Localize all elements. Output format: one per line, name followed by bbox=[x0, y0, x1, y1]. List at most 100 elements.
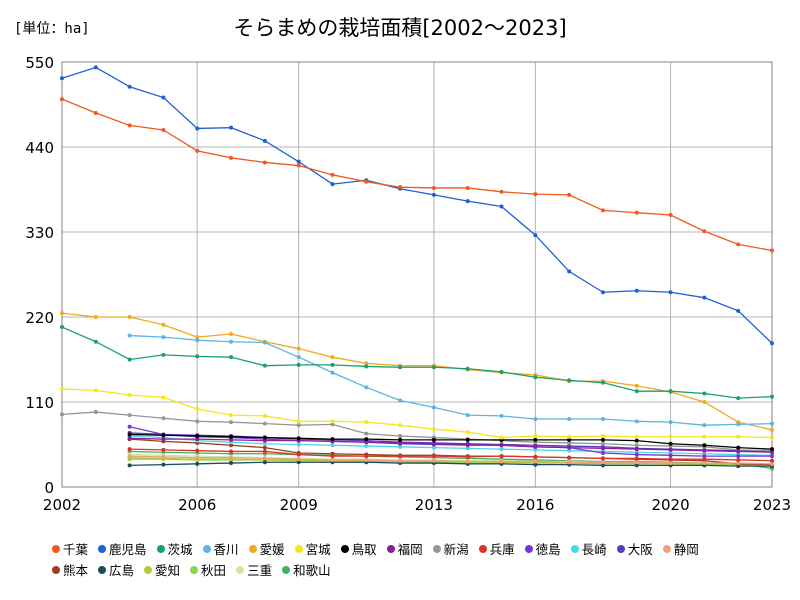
data-point-新潟 bbox=[398, 434, 403, 438]
data-point-愛媛 bbox=[161, 322, 166, 327]
data-point-兵庫 bbox=[262, 449, 267, 454]
series-line-静岡 bbox=[129, 455, 773, 465]
data-point-香川 bbox=[229, 339, 234, 344]
data-point-茨城 bbox=[161, 352, 166, 357]
data-point-鹿児島 bbox=[736, 308, 741, 313]
legend-label: 愛知 bbox=[155, 563, 181, 578]
data-point-香川 bbox=[398, 398, 403, 403]
data-point-愛媛 bbox=[296, 346, 301, 351]
series-line-鹿児島 bbox=[61, 66, 773, 344]
data-point-鳥取 bbox=[161, 433, 166, 438]
data-point-愛媛 bbox=[60, 311, 64, 316]
legend-marker-icon bbox=[340, 544, 349, 553]
data-point-広島 bbox=[127, 463, 132, 468]
series-line-広島 bbox=[129, 461, 772, 467]
data-point-千葉 bbox=[296, 163, 301, 168]
data-point-宮城 bbox=[398, 423, 403, 428]
legend-item: 愛知 bbox=[144, 559, 180, 580]
data-point-千葉 bbox=[567, 192, 572, 197]
data-point-静岡 bbox=[398, 458, 403, 463]
data-point-茨城 bbox=[431, 365, 436, 370]
data-point-新潟 bbox=[634, 443, 639, 448]
data-point-長崎 bbox=[533, 447, 538, 452]
data-point-静岡 bbox=[330, 457, 335, 462]
legend-item: 鳥取 bbox=[340, 538, 377, 559]
legend-marker-icon bbox=[524, 544, 533, 553]
data-point-宮城 bbox=[195, 406, 200, 411]
legend-marker-icon bbox=[248, 544, 257, 553]
data-point-宮城 bbox=[127, 393, 132, 398]
data-point-千葉 bbox=[668, 213, 673, 217]
data-point-新潟 bbox=[296, 423, 301, 428]
data-point-千葉 bbox=[364, 179, 369, 184]
data-point-愛媛 bbox=[229, 332, 234, 336]
data-point-広島 bbox=[533, 462, 538, 467]
data-point-兵庫 bbox=[364, 454, 369, 459]
data-point-鳥取 bbox=[736, 445, 741, 450]
data-point-香川 bbox=[567, 417, 572, 421]
legend-item: 三重 bbox=[236, 559, 272, 580]
legend-label: 新潟 bbox=[443, 542, 469, 557]
line-chart: 0 110 220 330 440 550 2002 2006 2009 2013 2016 2020… bbox=[25, 54, 791, 514]
series-line-和歌山 bbox=[129, 450, 773, 470]
data-point-長崎 bbox=[262, 441, 267, 446]
data-point-兵庫 bbox=[330, 454, 335, 459]
data-point-宮城 bbox=[736, 434, 741, 439]
data-point-新潟 bbox=[364, 431, 369, 436]
data-point-鹿児島 bbox=[702, 295, 707, 300]
data-point-鹿児島 bbox=[296, 159, 301, 164]
legend-item: 愛媛 bbox=[248, 538, 285, 559]
data-point-茨城 bbox=[770, 394, 774, 399]
data-point-香川 bbox=[465, 413, 470, 418]
data-point-長崎 bbox=[431, 445, 436, 450]
legend-marker-icon bbox=[294, 544, 303, 553]
data-point-静岡 bbox=[600, 460, 605, 465]
data-point-新潟 bbox=[229, 420, 234, 425]
data-point-宮城 bbox=[770, 435, 774, 440]
data-point-鳥取 bbox=[465, 437, 470, 442]
data-point-宮城 bbox=[296, 419, 301, 424]
data-point-兵庫 bbox=[600, 456, 605, 461]
data-point-広島 bbox=[634, 463, 639, 468]
data-point-鹿児島 bbox=[262, 138, 267, 143]
legend-label: 兵庫 bbox=[489, 542, 515, 557]
legend: 千葉 鹿児島 茨城 香川 愛媛 宮城 鳥取 福岡 新潟 兵庫 徳島 長崎 大阪 静岡 熊本 広島 愛知 秋田 三重 和… bbox=[52, 538, 752, 580]
data-point-徳島 bbox=[668, 453, 673, 458]
data-point-長崎 bbox=[398, 444, 403, 449]
data-point-福岡 bbox=[195, 437, 200, 442]
data-point-千葉 bbox=[398, 185, 403, 190]
series-line-長崎 bbox=[129, 435, 773, 456]
legend-label: 茨城 bbox=[167, 542, 193, 557]
data-point-宮城 bbox=[668, 434, 673, 439]
data-point-千葉 bbox=[161, 128, 166, 132]
data-point-香川 bbox=[431, 405, 436, 410]
data-point-宮城 bbox=[229, 413, 234, 418]
data-point-新潟 bbox=[60, 412, 64, 417]
data-point-茨城 bbox=[60, 325, 64, 330]
data-point-鹿児島 bbox=[634, 288, 639, 293]
legend-label: 三重 bbox=[247, 563, 273, 578]
data-point-鳥取 bbox=[567, 437, 572, 442]
data-point-徳島 bbox=[634, 452, 639, 457]
x-tick-label: 2009 bbox=[280, 496, 318, 514]
data-point-茨城 bbox=[600, 380, 605, 385]
data-point-兵庫 bbox=[499, 454, 504, 459]
data-point-新潟 bbox=[262, 421, 267, 426]
data-point-鹿児島 bbox=[60, 76, 64, 81]
data-point-愛媛 bbox=[330, 355, 335, 360]
data-point-鹿児島 bbox=[567, 269, 572, 274]
x-tick-label: 2016 bbox=[516, 496, 554, 514]
data-point-鳥取 bbox=[702, 443, 707, 448]
data-point-茨城 bbox=[702, 391, 707, 396]
data-point-香川 bbox=[161, 335, 166, 340]
series-line-鳥取 bbox=[129, 433, 773, 450]
data-point-兵庫 bbox=[431, 454, 436, 459]
data-point-静岡 bbox=[465, 459, 470, 464]
data-point-静岡 bbox=[364, 457, 369, 462]
data-point-茨城 bbox=[364, 364, 369, 369]
legend-marker-icon bbox=[570, 544, 579, 553]
data-point-宮城 bbox=[499, 435, 504, 440]
data-point-福岡 bbox=[668, 447, 673, 452]
legend-marker-icon bbox=[98, 565, 107, 574]
legend-item: 宮城 bbox=[294, 538, 331, 559]
